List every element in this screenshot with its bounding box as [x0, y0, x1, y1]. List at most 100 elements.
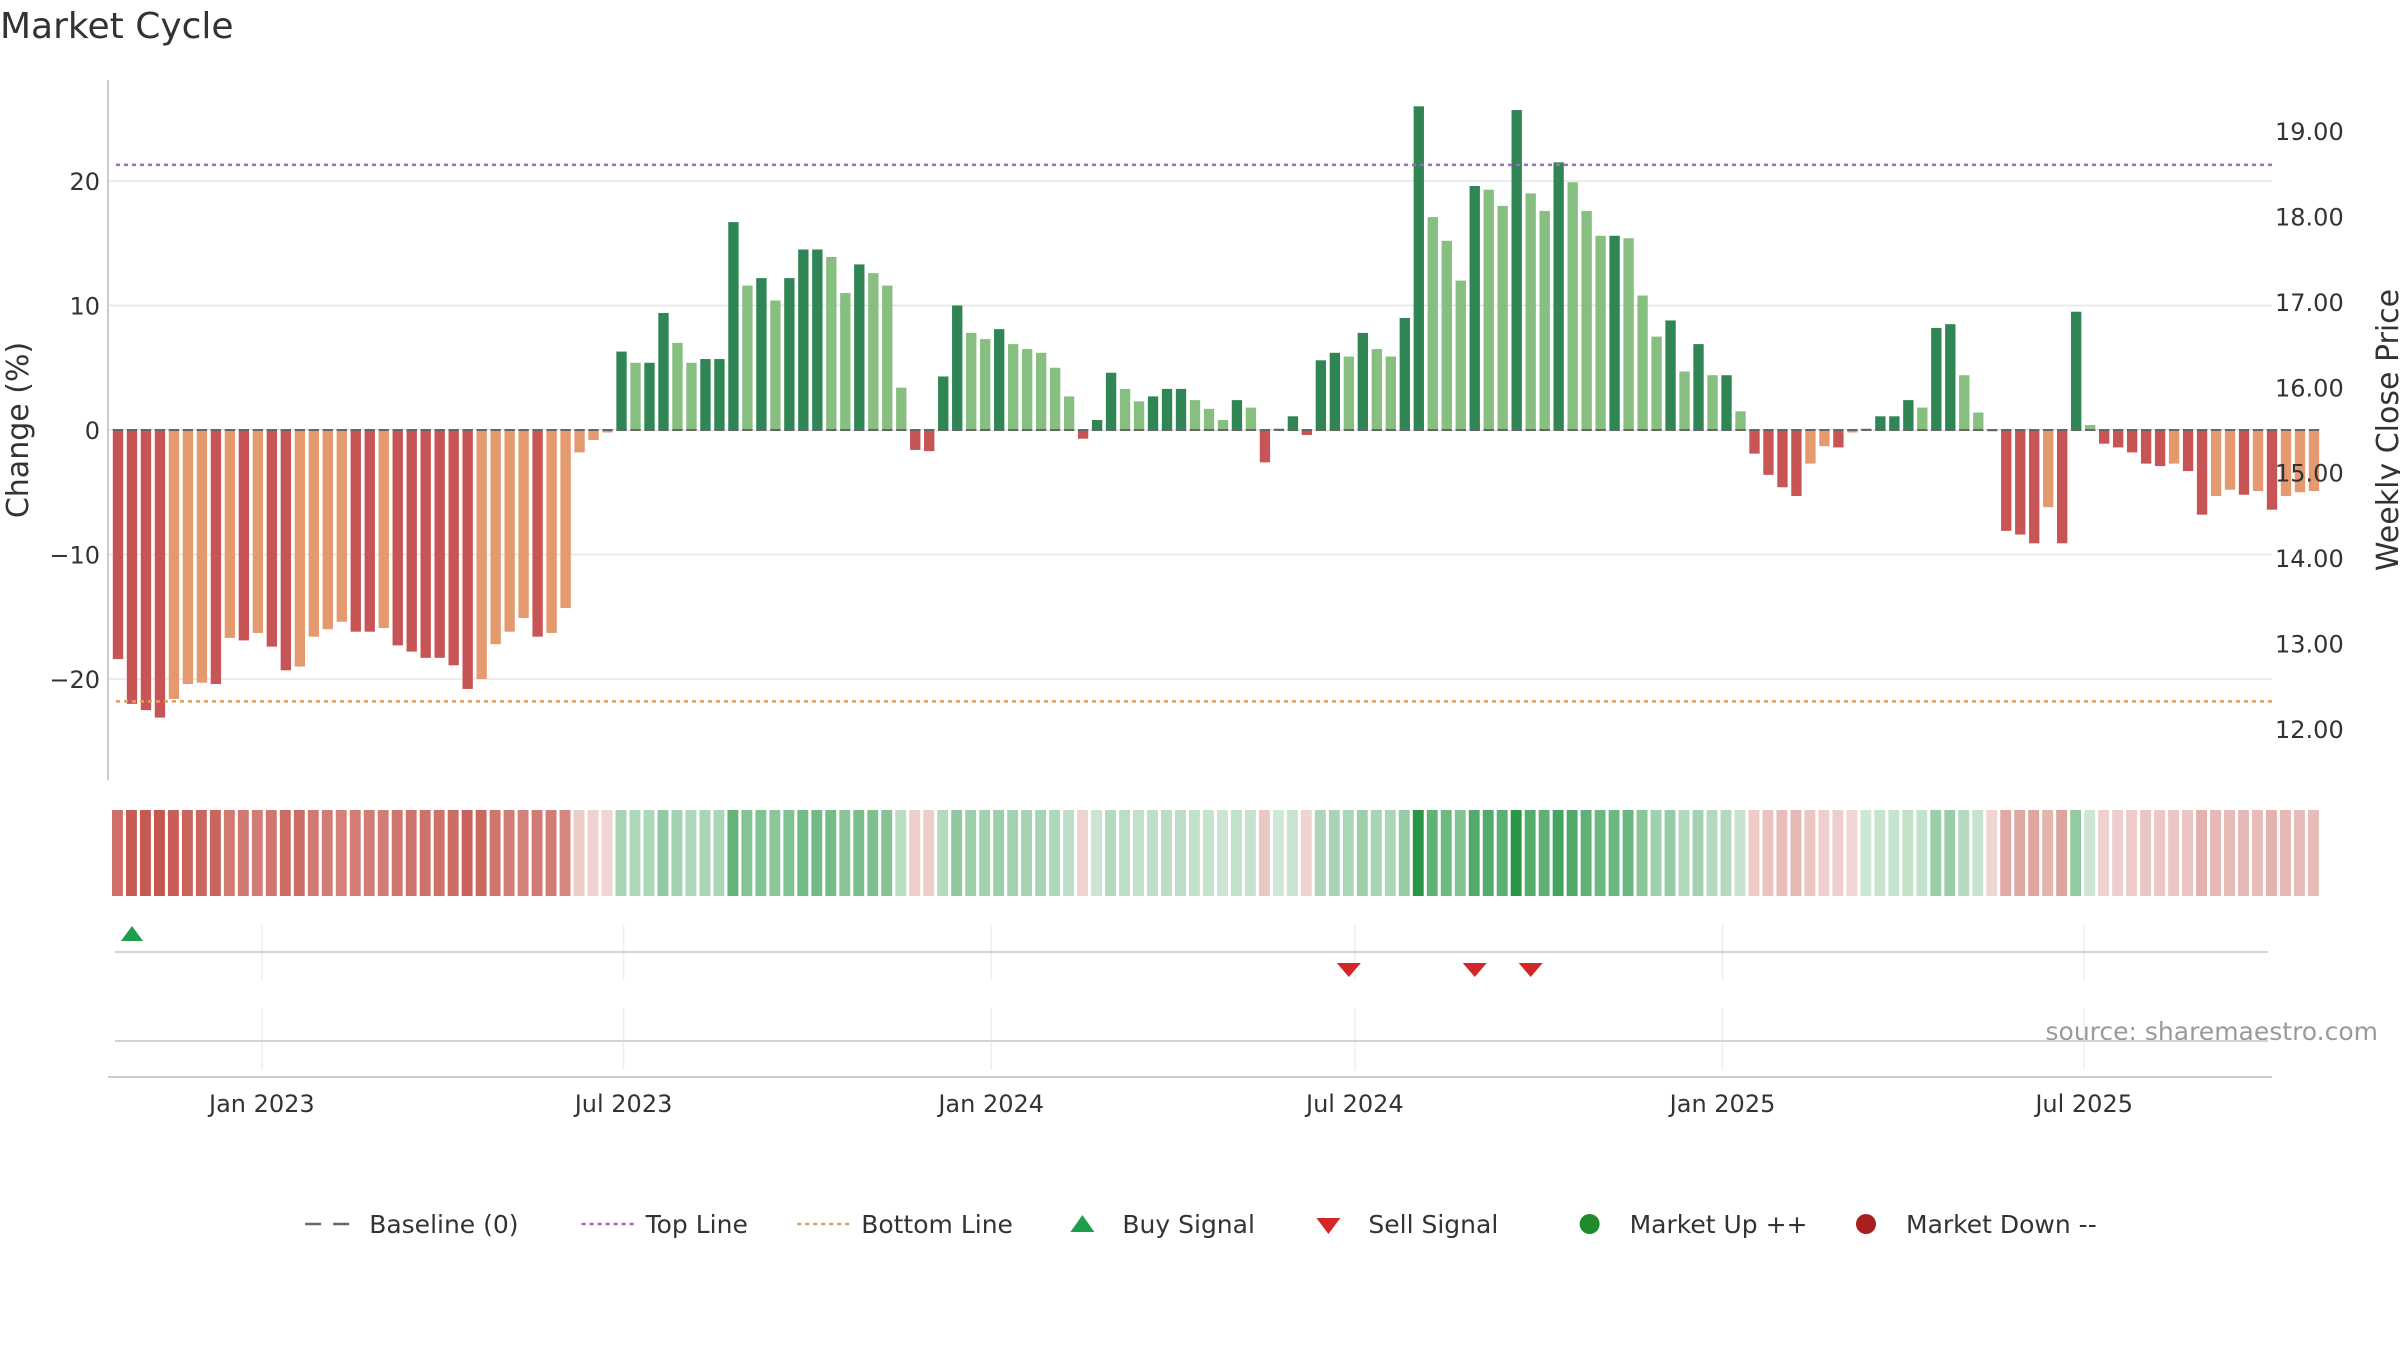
strip-cell [2028, 810, 2040, 896]
strip-cell [153, 810, 165, 896]
strip-cell [1300, 810, 1312, 896]
strip-cell [573, 810, 585, 896]
bar [1497, 205, 1508, 430]
bar [182, 430, 194, 684]
bar [1301, 430, 1313, 435]
bar [1973, 412, 1984, 430]
strip-cell [839, 810, 851, 896]
strip-cell [1804, 810, 1816, 896]
bar [1021, 349, 1033, 430]
strip-cell [1790, 810, 1802, 896]
y-axis-title: Change (%) [1, 342, 36, 518]
strip-cell [1105, 810, 1116, 896]
strip-cell [867, 810, 879, 896]
strip-cell [1636, 810, 1648, 896]
bar [714, 359, 725, 430]
legend-label: Top Line [645, 1210, 748, 1239]
strip-cell [461, 810, 473, 896]
strip-cell [1147, 810, 1158, 896]
bar [238, 430, 250, 641]
bar [980, 339, 991, 430]
bar [1749, 430, 1760, 454]
strip-cell [223, 810, 235, 896]
strip-cell [181, 810, 193, 896]
strip-cell [643, 810, 655, 896]
bar [2084, 425, 2096, 430]
cycle-strip [111, 810, 2319, 896]
strip-cell [475, 810, 487, 896]
strip-cell [825, 810, 837, 896]
bar [588, 430, 599, 440]
strip-cell [1818, 810, 1830, 896]
buy-signal-icon [1070, 1215, 1095, 1232]
strip-cell [1454, 810, 1466, 896]
legend-item: Market Down -- [1856, 1210, 2097, 1239]
strip-cell [2238, 810, 2249, 896]
y2-tick-label: 13.00 [2275, 630, 2344, 658]
strip-cell [1734, 810, 1746, 896]
bar [1511, 110, 1522, 430]
strip-cell [125, 810, 137, 896]
strip-cell [139, 810, 151, 896]
bar [1525, 193, 1536, 430]
strip-cell [1049, 810, 1061, 896]
sell-signal-marker [1336, 963, 1361, 977]
bar [1385, 356, 1396, 430]
strip-cell [1762, 810, 1774, 896]
bar [1553, 162, 1564, 430]
strip-cell [1538, 810, 1550, 896]
bar [1679, 371, 1690, 430]
bar [210, 430, 222, 684]
bar [2196, 430, 2208, 515]
x-tick-label: Jul 2023 [573, 1090, 673, 1118]
strip-cell [559, 810, 571, 896]
bar [168, 430, 180, 699]
y-tick-label: 0 [85, 417, 100, 445]
event-panel: source: sharemaestro.com [115, 1008, 2378, 1070]
strip-cell [349, 810, 361, 896]
strip-cell [1496, 810, 1508, 896]
bar [2154, 430, 2166, 467]
bar [1259, 430, 1271, 463]
strip-cell [321, 810, 333, 896]
y2-tick-label: 14.00 [2275, 545, 2344, 573]
bar [1945, 324, 1956, 430]
strip-cell [1230, 810, 1242, 896]
strip-cell [881, 810, 893, 896]
bar [1371, 349, 1383, 430]
bar [476, 430, 487, 679]
legend-label: Market Down -- [1906, 1210, 2097, 1239]
strip-cell [433, 810, 445, 896]
bar [1833, 430, 1844, 448]
strip-cell [1622, 810, 1634, 896]
strip-cell [1720, 810, 1732, 896]
bar [406, 430, 417, 652]
strip-cell [1021, 810, 1033, 896]
strip-cell [979, 810, 991, 896]
strip-cell [1342, 810, 1354, 896]
strip-cell [265, 810, 277, 896]
legend-item: Bottom Line [797, 1210, 1013, 1239]
strip-cell [2154, 810, 2166, 896]
buy-signal-marker [120, 926, 143, 941]
bar [2140, 430, 2152, 464]
bar [2057, 430, 2068, 544]
strip-cell [1650, 810, 1662, 896]
signal-panel [115, 925, 2268, 980]
bar [1189, 400, 1201, 430]
bar [1567, 182, 1578, 430]
strip-cell [1958, 810, 1970, 896]
bar [756, 278, 767, 430]
strip-cell [1888, 810, 1900, 896]
bar [1903, 400, 1914, 430]
bar [1077, 430, 1089, 439]
bar [1427, 217, 1438, 430]
bar [420, 430, 431, 658]
strip-cell [1175, 810, 1186, 896]
legend-label: Sell Signal [1368, 1210, 1498, 1239]
strip-cell [1272, 810, 1284, 896]
bar [1217, 420, 1229, 430]
y-tick-label: −20 [49, 666, 100, 694]
circle-icon [1579, 1214, 1600, 1234]
strip-cell [293, 810, 305, 896]
